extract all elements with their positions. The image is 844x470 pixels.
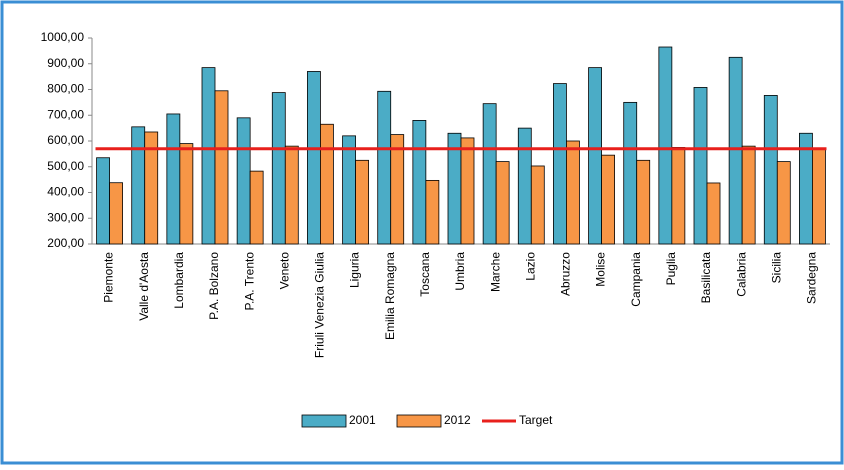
bar <box>307 71 321 245</box>
bar <box>131 126 146 245</box>
bar <box>144 131 159 245</box>
x-tick-label: Piemonte <box>102 252 116 303</box>
x-tick-label: Marche <box>488 252 502 292</box>
bar <box>179 143 194 245</box>
bar <box>601 154 615 245</box>
bar <box>671 147 686 245</box>
bar <box>109 182 123 245</box>
y-tick-label: 800,00 <box>47 82 84 96</box>
y-tick-label: 300,00 <box>47 210 84 224</box>
legend-label: 2012 <box>444 413 471 427</box>
y-tick-label: 900,00 <box>47 56 84 70</box>
bar <box>412 120 427 245</box>
bar <box>96 157 110 245</box>
bar <box>495 161 510 245</box>
bar <box>390 134 405 245</box>
bar <box>482 103 497 245</box>
bar <box>355 159 369 245</box>
x-tick-label: Valle d'Aosta <box>137 252 151 321</box>
bar <box>566 140 580 245</box>
bar <box>249 170 264 245</box>
x-tick-label: Campania <box>629 252 643 307</box>
bar <box>271 92 286 245</box>
x-tick-label: Puglia <box>664 252 678 286</box>
bar <box>377 90 392 245</box>
bar <box>236 117 251 245</box>
y-tick-label: 200,00 <box>47 236 84 250</box>
bar <box>776 161 791 245</box>
x-tick-label: Lombardia <box>172 252 186 309</box>
y-tick-label: 1000,00 <box>41 30 85 44</box>
bar <box>693 87 708 245</box>
bar <box>460 137 475 245</box>
x-tick-label: Liguria <box>348 252 362 288</box>
bar <box>166 113 181 245</box>
x-tick-label: Veneto <box>277 252 291 290</box>
x-tick-label: Emilia Romagna <box>383 252 397 340</box>
bar <box>284 145 299 245</box>
bar <box>553 83 567 245</box>
x-tick-label: Umbria <box>453 252 467 291</box>
y-tick-label: 600,00 <box>47 133 84 147</box>
x-tick-label: Molise <box>594 252 608 287</box>
bar <box>320 123 334 245</box>
x-tick-label: P.A. Bolzano <box>207 252 221 320</box>
bar <box>658 46 673 245</box>
bar <box>812 148 826 245</box>
y-tick-label: 500,00 <box>47 159 84 173</box>
bar <box>425 179 440 245</box>
x-tick-label: Toscana <box>418 252 432 297</box>
y-tick-label: 400,00 <box>47 185 84 199</box>
bar <box>201 67 216 245</box>
legend-swatch <box>396 414 442 428</box>
y-tick-label: 700,00 <box>47 107 84 121</box>
bar <box>636 159 651 245</box>
x-tick-label: Sardegna <box>805 252 819 304</box>
bar <box>623 101 638 245</box>
x-tick-label: Sicilia <box>769 252 783 284</box>
bar <box>214 90 229 245</box>
x-tick-label: P.A. Trento <box>242 252 256 311</box>
x-tick-label: Friuli Venezia Giulia <box>313 252 327 358</box>
legend-label: 2001 <box>349 413 376 427</box>
bar <box>728 56 743 245</box>
legend-label: Target <box>519 413 553 427</box>
bar <box>342 135 356 245</box>
x-tick-label: Basilicata <box>699 252 713 304</box>
bar <box>741 145 756 245</box>
bar <box>517 127 532 245</box>
x-tick-label: Abruzzo <box>559 252 573 296</box>
bar <box>530 165 545 245</box>
x-tick-label: Calabria <box>734 252 748 297</box>
bar <box>588 67 602 245</box>
bar <box>763 95 778 245</box>
x-tick-label: Lazio <box>523 252 537 281</box>
bar <box>706 182 721 245</box>
legend-swatch <box>301 414 347 428</box>
